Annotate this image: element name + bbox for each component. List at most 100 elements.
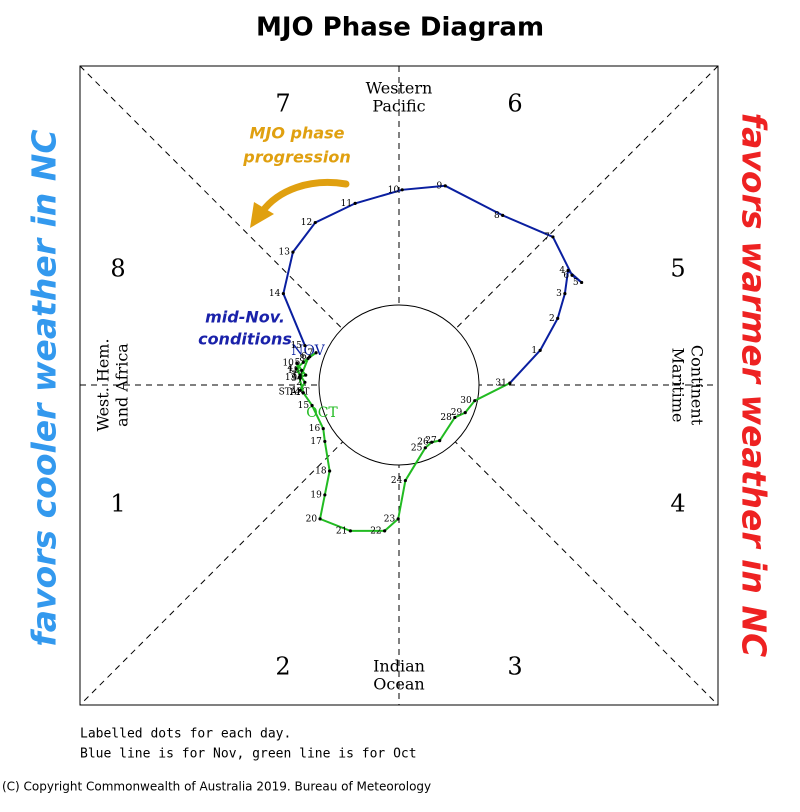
day-label: 26	[417, 438, 429, 448]
day-label: 11	[287, 366, 298, 376]
day-dot	[300, 368, 304, 372]
day-dot	[538, 348, 542, 352]
day-dot	[301, 391, 305, 395]
start-label: START	[279, 388, 310, 398]
day-label: 15	[298, 401, 310, 411]
phase-label: 6	[507, 90, 522, 118]
day-label: 12	[301, 218, 312, 228]
day-dot	[321, 427, 325, 431]
day-dot	[303, 380, 307, 384]
day-dot	[281, 292, 285, 296]
unit-circle	[318, 304, 480, 466]
annotation: mid-Nov.	[205, 308, 285, 327]
right-label: favors warmer weather in NC	[735, 113, 774, 657]
chart-title: MJO Phase Diagram	[256, 13, 544, 43]
day-label: 8	[494, 211, 500, 221]
day-label: 29	[451, 408, 463, 418]
day-label: 22	[370, 526, 381, 536]
day-dot	[508, 381, 512, 385]
day-dot	[563, 292, 567, 296]
day-dot	[403, 478, 407, 483]
phase-label: 3	[507, 653, 522, 681]
day-dot	[310, 403, 314, 408]
day-dot	[396, 517, 400, 521]
day-dot	[453, 415, 457, 420]
day-label: 10	[388, 185, 400, 195]
day-label: 11	[341, 199, 352, 209]
day-label: 19	[310, 490, 322, 500]
day-label: 3	[291, 371, 297, 381]
region-label: Maritime	[669, 348, 688, 423]
annotation: MJO phase	[249, 124, 344, 143]
day-dot	[443, 184, 447, 188]
day-label: 12	[291, 371, 302, 381]
day-label: 18	[315, 466, 327, 476]
day-label: 2	[296, 378, 302, 388]
day-label: 6	[563, 271, 569, 281]
day-dot	[298, 388, 302, 392]
progression-arrow	[258, 178, 350, 216]
phase-label: 7	[275, 90, 290, 118]
region-label: West. Hem.	[94, 338, 113, 431]
left-label: favors cooler weather in NC	[25, 129, 64, 646]
annotation: conditions	[198, 330, 292, 349]
day-label: 13	[278, 248, 290, 258]
phase-label: 8	[110, 255, 125, 283]
day-dot	[313, 220, 317, 225]
region-label: Western	[366, 79, 433, 98]
day-dot	[551, 235, 555, 239]
day-label: 24	[391, 476, 403, 486]
day-label: 6	[301, 352, 307, 362]
day-label: 2	[549, 314, 555, 324]
day-dot	[400, 188, 404, 192]
day-label: 10	[282, 359, 294, 369]
day-label: 13	[285, 373, 297, 383]
day-label: 1	[531, 346, 537, 356]
day-dot	[501, 213, 505, 217]
phase-label: 5	[670, 255, 685, 283]
day-label: 9	[437, 181, 443, 191]
phase-label: 4	[670, 490, 685, 518]
phase-label: 2	[275, 653, 290, 681]
day-label: 27	[425, 436, 437, 446]
day-label: 16	[309, 424, 321, 434]
day-dot	[314, 351, 318, 355]
annotation: progression	[242, 148, 350, 167]
day-dot	[580, 280, 584, 285]
day-label: 30	[460, 396, 472, 406]
region-label: Ocean	[373, 675, 424, 694]
day-label: 4	[287, 364, 293, 374]
day-dot	[291, 250, 295, 254]
day-label: 25	[411, 443, 423, 453]
day-dot	[473, 399, 477, 403]
day-label: 14	[289, 388, 301, 398]
region-label: Indian	[373, 657, 425, 676]
day-dot	[303, 343, 307, 348]
day-label: 7	[307, 348, 313, 358]
day-dot	[430, 440, 434, 444]
series-label: NOV	[291, 343, 325, 359]
day-label: 3	[556, 289, 562, 299]
day-label: 15	[290, 341, 302, 351]
day-label: 20	[306, 514, 318, 524]
copyright: (C) Copyright Commonwealth of Australia …	[2, 780, 431, 794]
day-dot	[353, 201, 357, 205]
day-label: 8	[299, 354, 305, 364]
progression-arrowhead	[250, 202, 274, 228]
day-dot	[438, 439, 442, 443]
note: Labelled dots for each day.	[80, 727, 291, 742]
day-dot	[570, 273, 574, 277]
day-dot	[323, 439, 327, 444]
day-dot	[423, 446, 427, 450]
day-label: 17	[310, 437, 322, 447]
day-dot	[318, 517, 322, 521]
day-dot	[566, 268, 570, 273]
day-label: 9	[291, 374, 297, 384]
series-label: OCT	[306, 405, 338, 421]
day-dot	[383, 529, 387, 533]
day-dot	[295, 361, 299, 365]
day-label: 5	[573, 278, 579, 288]
day-dot	[301, 360, 305, 364]
phase-label: 1	[110, 490, 125, 518]
